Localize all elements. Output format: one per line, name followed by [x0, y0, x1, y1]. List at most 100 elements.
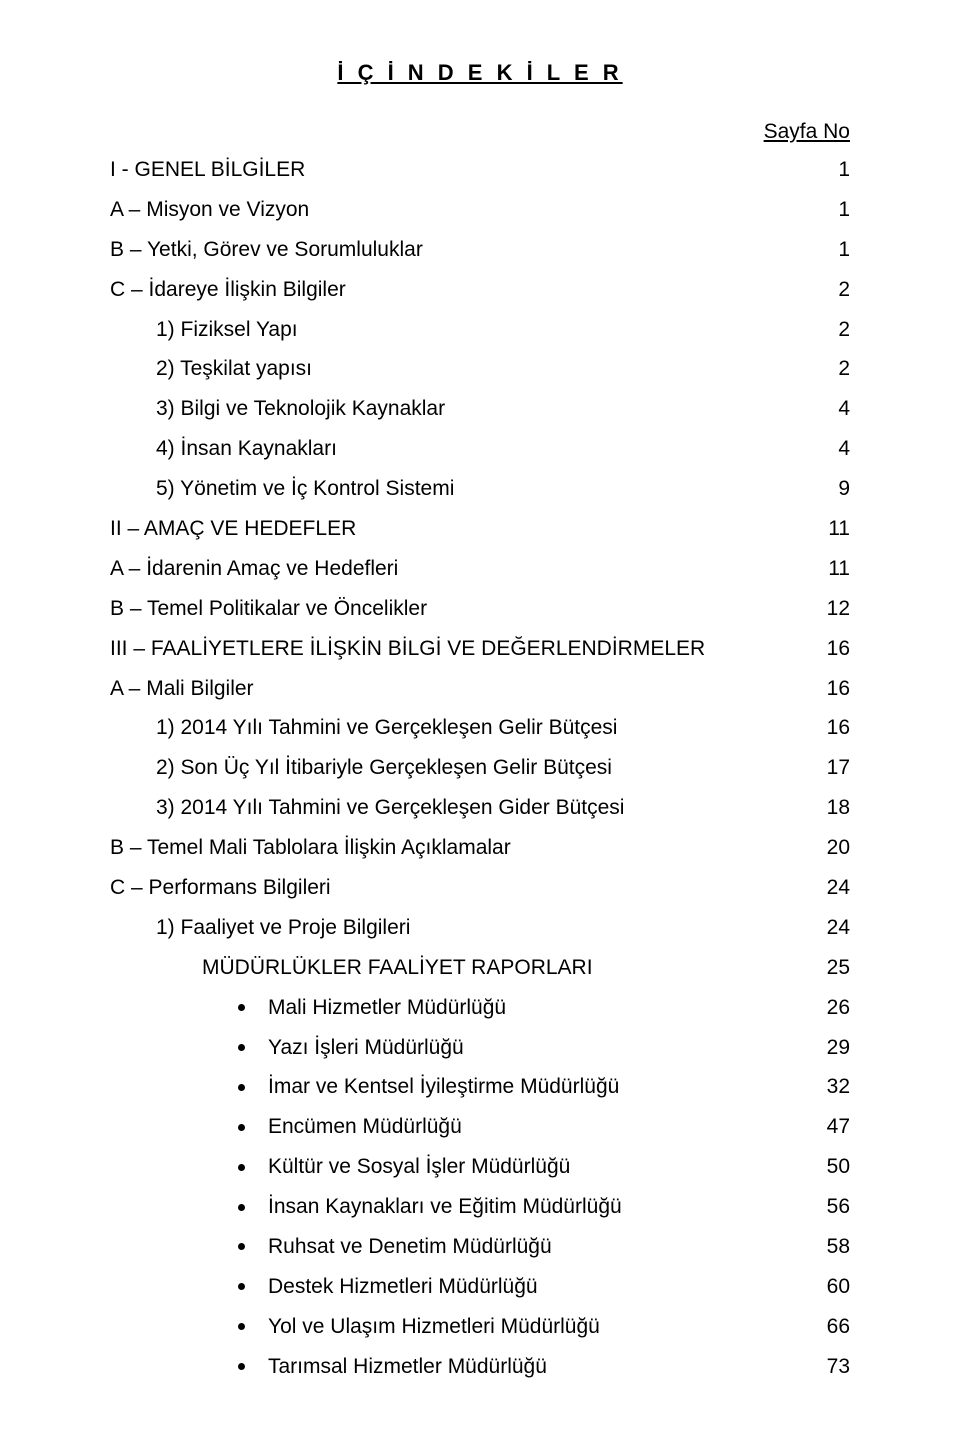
toc-entry-page: 1 [800, 190, 850, 230]
toc-entry-label: Encümen Müdürlüğü [268, 1107, 800, 1147]
toc-entry-label: 3) 2014 Yılı Tahmini ve Gerçekleşen Gide… [110, 788, 800, 828]
toc-entry-label: 4) İnsan Kaynakları [110, 429, 800, 469]
toc-entry-page: 12 [800, 589, 850, 629]
toc-entry-label: C – Performans Bilgileri [110, 868, 800, 908]
toc-row: C – Performans Bilgileri24 [110, 868, 850, 908]
toc-entry-label: 1) 2014 Yılı Tahmini ve Gerçekleşen Geli… [110, 708, 800, 748]
toc-entry-label: MÜDÜRLÜKLER FAALİYET RAPORLARI [110, 948, 800, 988]
toc-entry-label: Yazı İşleri Müdürlüğü [268, 1028, 800, 1068]
toc-entry-label: Yol ve Ulaşım Hizmetleri Müdürlüğü [268, 1307, 800, 1347]
toc-entry-label: 1) Faaliyet ve Proje Bilgileri [110, 908, 800, 948]
toc-entry-label: B – Temel Mali Tablolara İlişkin Açıklam… [110, 828, 800, 868]
toc-entry-page: 4 [800, 429, 850, 469]
toc-entry-page: 16 [800, 669, 850, 709]
toc-row: 3) 2014 Yılı Tahmini ve Gerçekleşen Gide… [110, 788, 850, 828]
toc-bullet-row: İnsan Kaynakları ve Eğitim Müdürlüğü56 [110, 1187, 850, 1227]
bullet-icon [238, 1044, 268, 1051]
toc-row: 1) 2014 Yılı Tahmini ve Gerçekleşen Geli… [110, 708, 850, 748]
toc-entry-label: Ruhsat ve Denetim Müdürlüğü [268, 1227, 800, 1267]
toc-row: 2) Son Üç Yıl İtibariyle Gerçekleşen Gel… [110, 748, 850, 788]
toc-page: İ Ç İ N D E K İ L E R Sayfa No I - GENEL… [0, 0, 960, 1447]
toc-entry-page: 25 [800, 948, 850, 988]
toc-row: B – Yetki, Görev ve Sorumluluklar1 [110, 230, 850, 270]
toc-entry-page: 11 [800, 509, 850, 549]
toc-entry-label: Mali Hizmetler Müdürlüğü [268, 988, 800, 1028]
toc-entry-label: I - GENEL BİLGİLER [110, 150, 800, 190]
toc-row: 2) Teşkilat yapısı2 [110, 349, 850, 389]
toc-entry-page: 24 [800, 868, 850, 908]
toc-bullet-row: Destek Hizmetleri Müdürlüğü60 [110, 1267, 850, 1307]
toc-row: 4) İnsan Kaynakları4 [110, 429, 850, 469]
toc-entry-label: A – Misyon ve Vizyon [110, 190, 800, 230]
toc-entry-page: 58 [800, 1227, 850, 1267]
toc-row: MÜDÜRLÜKLER FAALİYET RAPORLARI25 [110, 948, 850, 988]
toc-bullet-row: Mali Hizmetler Müdürlüğü26 [110, 988, 850, 1028]
toc-entry-label: 1) Fiziksel Yapı [110, 310, 800, 350]
toc-entry-page: 50 [800, 1147, 850, 1187]
toc-entry-page: 26 [800, 988, 850, 1028]
toc-row: B – Temel Mali Tablolara İlişkin Açıklam… [110, 828, 850, 868]
toc-entry-label: Tarımsal Hizmetler Müdürlüğü [268, 1347, 800, 1387]
toc-entry-page: 11 [800, 549, 850, 589]
toc-entry-page: 2 [800, 310, 850, 350]
toc-entry-label: A – İdarenin Amaç ve Hedefleri [110, 549, 800, 589]
bullet-icon [238, 1363, 268, 1370]
toc-entry-page: 20 [800, 828, 850, 868]
toc-entry-page: 29 [800, 1028, 850, 1068]
toc-row: 1) Fiziksel Yapı2 [110, 310, 850, 350]
bullet-icon [238, 1283, 268, 1290]
toc-bullet-row: Tarımsal Hizmetler Müdürlüğü73 [110, 1347, 850, 1387]
bullet-icon [238, 1204, 268, 1211]
toc-entry-page: 73 [800, 1347, 850, 1387]
toc-entry-label: A – Mali Bilgiler [110, 669, 800, 709]
toc-entry-page: 1 [800, 230, 850, 270]
bullet-icon [238, 1084, 268, 1091]
page-title: İ Ç İ N D E K İ L E R [110, 60, 850, 86]
toc-bullet-row: Encümen Müdürlüğü47 [110, 1107, 850, 1147]
toc-row: III – FAALİYETLERE İLİŞKİN BİLGİ VE DEĞE… [110, 629, 850, 669]
toc-entry-page: 17 [800, 748, 850, 788]
toc-entry-page: 47 [800, 1107, 850, 1147]
toc-body: I - GENEL BİLGİLER1A – Misyon ve Vizyon1… [110, 150, 850, 1387]
toc-row: I - GENEL BİLGİLER1 [110, 150, 850, 190]
toc-entry-label: C – İdareye İlişkin Bilgiler [110, 270, 800, 310]
toc-entry-label: 5) Yönetim ve İç Kontrol Sistemi [110, 469, 800, 509]
toc-entry-page: 60 [800, 1267, 850, 1307]
toc-entry-page: 32 [800, 1067, 850, 1107]
toc-bullet-row: Yol ve Ulaşım Hizmetleri Müdürlüğü66 [110, 1307, 850, 1347]
bullet-icon [238, 1004, 268, 1011]
toc-entry-label: II – AMAÇ VE HEDEFLER [110, 509, 800, 549]
toc-entry-page: 2 [800, 270, 850, 310]
toc-row: 1) Faaliyet ve Proje Bilgileri24 [110, 908, 850, 948]
toc-entry-page: 24 [800, 908, 850, 948]
toc-entry-page: 56 [800, 1187, 850, 1227]
toc-entry-page: 1 [800, 150, 850, 190]
toc-entry-page: 18 [800, 788, 850, 828]
toc-entry-label: 3) Bilgi ve Teknolojik Kaynaklar [110, 389, 800, 429]
toc-bullet-row: Ruhsat ve Denetim Müdürlüğü58 [110, 1227, 850, 1267]
toc-row: A – İdarenin Amaç ve Hedefleri11 [110, 549, 850, 589]
toc-entry-page: 2 [800, 349, 850, 389]
toc-entry-page: 4 [800, 389, 850, 429]
toc-row: C – İdareye İlişkin Bilgiler2 [110, 270, 850, 310]
toc-entry-page: 66 [800, 1307, 850, 1347]
toc-entry-page: 16 [800, 629, 850, 669]
bullet-icon [238, 1124, 268, 1131]
toc-row: B – Temel Politikalar ve Öncelikler12 [110, 589, 850, 629]
column-header-row: Sayfa No [110, 120, 850, 144]
toc-row: A – Misyon ve Vizyon1 [110, 190, 850, 230]
toc-entry-label: III – FAALİYETLERE İLİŞKİN BİLGİ VE DEĞE… [110, 629, 800, 669]
toc-entry-label: B – Yetki, Görev ve Sorumluluklar [110, 230, 800, 270]
toc-entry-label: 2) Son Üç Yıl İtibariyle Gerçekleşen Gel… [110, 748, 800, 788]
toc-entry-label: Destek Hizmetleri Müdürlüğü [268, 1267, 800, 1307]
toc-entry-label: İnsan Kaynakları ve Eğitim Müdürlüğü [268, 1187, 800, 1227]
bullet-icon [238, 1164, 268, 1171]
toc-bullet-row: İmar ve Kentsel İyileştirme Müdürlüğü32 [110, 1067, 850, 1107]
bullet-icon [238, 1243, 268, 1250]
toc-row: 5) Yönetim ve İç Kontrol Sistemi9 [110, 469, 850, 509]
toc-entry-label: İmar ve Kentsel İyileştirme Müdürlüğü [268, 1067, 800, 1107]
toc-row: 3) Bilgi ve Teknolojik Kaynaklar4 [110, 389, 850, 429]
toc-row: A – Mali Bilgiler16 [110, 669, 850, 709]
toc-entry-page: 9 [800, 469, 850, 509]
toc-entry-label: Kültür ve Sosyal İşler Müdürlüğü [268, 1147, 800, 1187]
